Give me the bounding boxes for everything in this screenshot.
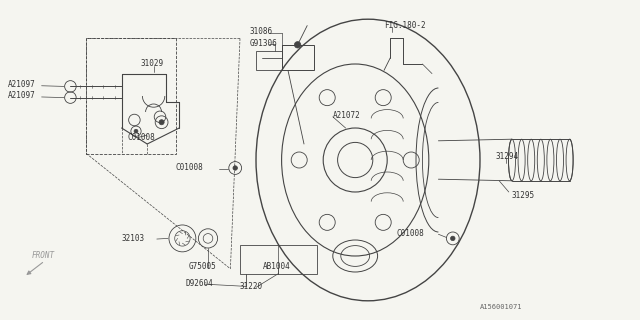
Text: 32103: 32103 xyxy=(122,234,145,243)
Text: 31029: 31029 xyxy=(141,60,164,68)
Text: A21097: A21097 xyxy=(8,80,36,89)
Text: C01008: C01008 xyxy=(397,229,424,238)
Circle shape xyxy=(159,120,164,125)
Text: FIG.180-2: FIG.180-2 xyxy=(384,21,426,30)
Text: AB1004: AB1004 xyxy=(262,262,290,271)
Text: G75005: G75005 xyxy=(189,262,216,271)
Text: C01008: C01008 xyxy=(128,133,156,142)
Bar xyxy=(86,38,176,154)
Text: A156001071: A156001071 xyxy=(480,304,522,310)
Text: 31220: 31220 xyxy=(240,282,263,291)
Circle shape xyxy=(233,166,237,170)
Circle shape xyxy=(294,42,301,48)
Text: D92604: D92604 xyxy=(186,279,213,288)
Text: G91306: G91306 xyxy=(250,39,277,48)
Text: 31295: 31295 xyxy=(512,191,535,200)
Text: A21097: A21097 xyxy=(8,92,36,100)
Circle shape xyxy=(134,129,138,133)
Text: 31294: 31294 xyxy=(496,152,519,161)
Bar xyxy=(282,45,314,70)
Bar xyxy=(240,245,317,274)
Text: C01008: C01008 xyxy=(176,164,204,172)
Bar xyxy=(256,51,282,70)
Text: FRONT: FRONT xyxy=(32,252,55,260)
Circle shape xyxy=(451,236,455,241)
Text: 31086: 31086 xyxy=(250,28,273,36)
Text: A21072: A21072 xyxy=(333,111,360,120)
